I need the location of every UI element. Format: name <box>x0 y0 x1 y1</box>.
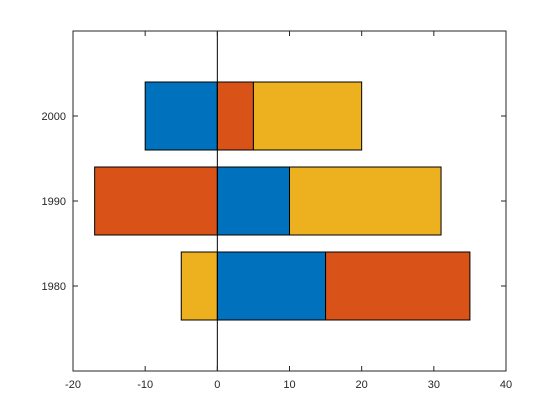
bar-1980-series-2 <box>325 251 471 321</box>
y-tick-label: 2000 <box>42 111 66 123</box>
x-tick-label: 30 <box>428 379 440 391</box>
bar-1990-series-2 <box>94 166 218 236</box>
x-tick-label: 40 <box>500 379 512 391</box>
bar-1980-series-1 <box>216 251 327 321</box>
bar-1990-series-1 <box>216 166 290 236</box>
x-tick-label: -10 <box>137 379 153 391</box>
y-tick-label: 1990 <box>42 196 66 208</box>
x-tick-label: 20 <box>356 379 368 391</box>
bar-2000-series-1 <box>144 81 218 151</box>
x-tick-label: -20 <box>65 379 81 391</box>
bar-1980-series-3 <box>180 251 218 321</box>
bars-layer <box>94 81 471 321</box>
y-tick-label: 1980 <box>42 281 66 293</box>
axes-layer: -20 -10 0 10 20 30 40 1980 1990 2000 <box>42 30 512 391</box>
bar-2000-series-3 <box>252 81 363 151</box>
bar-1990-series-3 <box>289 166 442 236</box>
x-tick-label: 0 <box>214 379 220 391</box>
bar-2000-series-2 <box>216 81 254 151</box>
x-tick-label: 10 <box>283 379 295 391</box>
